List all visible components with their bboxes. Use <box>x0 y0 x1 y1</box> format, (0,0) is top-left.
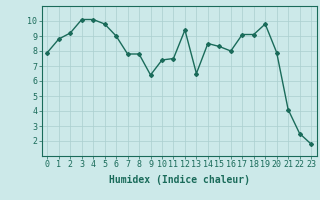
X-axis label: Humidex (Indice chaleur): Humidex (Indice chaleur) <box>109 175 250 185</box>
